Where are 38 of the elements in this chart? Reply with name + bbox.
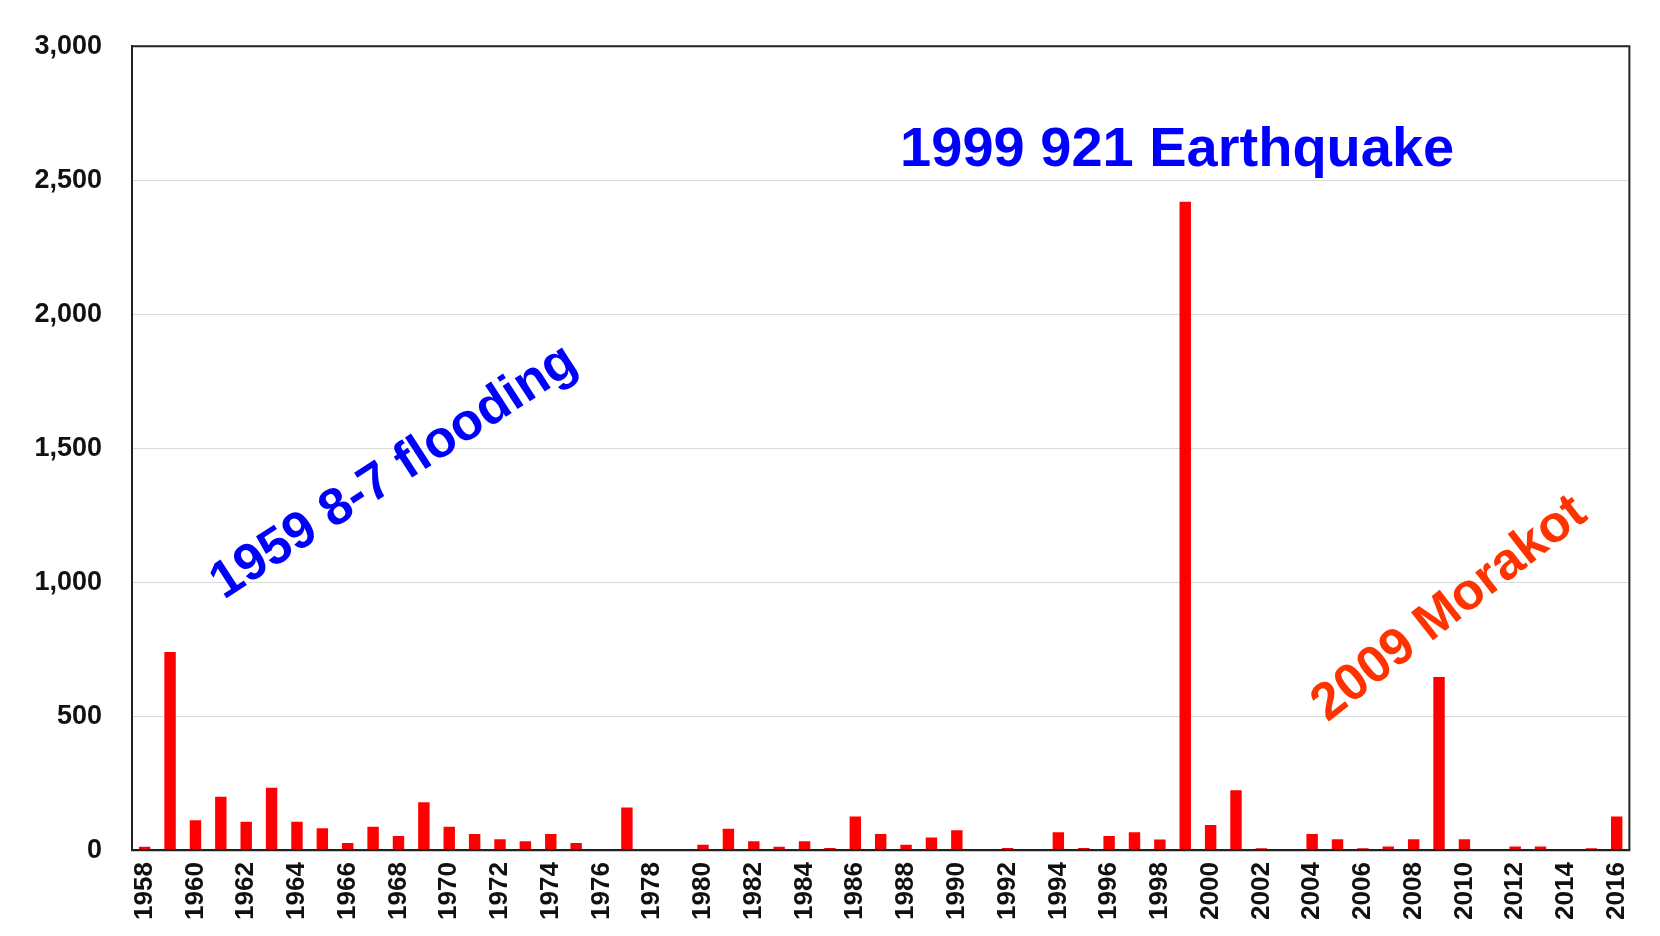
x-tick-label: 1958 [127, 862, 158, 920]
x-tick-label: 1966 [330, 862, 361, 920]
x-tick-label: 1980 [686, 862, 717, 920]
x-tick-label: 1996 [1092, 862, 1123, 920]
x-tick-label: 1990 [940, 862, 970, 920]
x-tick-label: 1970 [432, 862, 463, 920]
x-tick-label: 1976 [584, 862, 615, 920]
x-tick-label: 1964 [280, 861, 311, 920]
x-tick-label: 2010 [1447, 862, 1478, 920]
y-tick-label: 500 [56, 699, 102, 730]
x-tick-label: 1984 [787, 861, 818, 920]
x-tick-label: 1988 [889, 862, 920, 920]
x-tick-label: 2006 [1346, 862, 1377, 920]
x-tick-label: 1998 [1143, 862, 1174, 920]
x-tick-label: 1962 [229, 862, 260, 920]
annotation: 1999 921 Earthquake [900, 115, 1455, 179]
x-tick-label: 1978 [635, 862, 666, 920]
x-tick-label: 1974 [533, 861, 564, 920]
x-tick-label: 2002 [1244, 862, 1275, 920]
y-tick-label: 2,000 [34, 297, 102, 328]
y-tick-label: 0 [86, 833, 102, 864]
x-tick-label: 1982 [736, 862, 767, 920]
x-tick-label: 1994 [1041, 861, 1072, 920]
x-tick-label: 2000 [1193, 862, 1224, 920]
x-tick-label: 2014 [1549, 861, 1580, 920]
x-tick-label: 1992 [990, 862, 1021, 920]
x-tick-label: 1972 [483, 862, 514, 920]
x-tick-label: 1986 [838, 862, 869, 920]
x-tick-label: 1968 [381, 862, 412, 920]
x-tick-label: 2012 [1498, 862, 1529, 920]
y-tick-label: 2,500 [34, 163, 102, 194]
x-tick-label: 2004 [1295, 861, 1326, 920]
x-tick-label: 2016 [1599, 862, 1630, 920]
x-tick-label: 1960 [178, 862, 209, 920]
y-tick-label: 1,500 [34, 431, 102, 462]
y-tick-label: 1,000 [34, 565, 102, 596]
x-tick-label: 2008 [1396, 862, 1427, 920]
y-tick-label: 3,000 [34, 29, 102, 60]
